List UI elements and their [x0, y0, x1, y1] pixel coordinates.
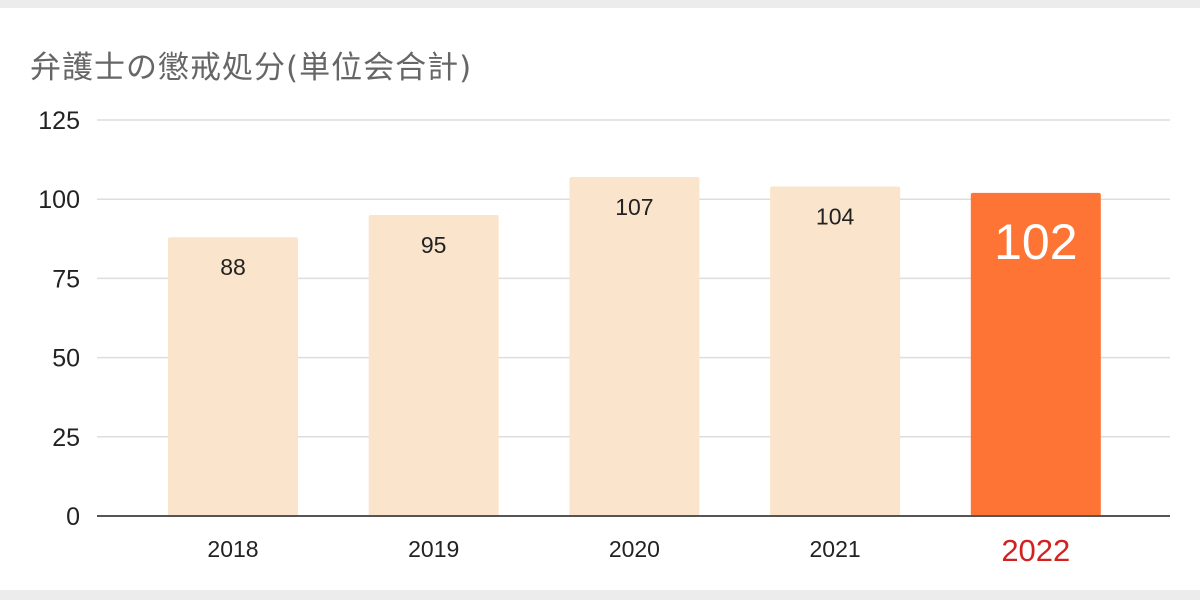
bar-2018 — [168, 237, 298, 516]
y-tick-label: 125 — [38, 107, 80, 135]
data-label-2021: 104 — [816, 204, 855, 230]
data-label-2018: 88 — [220, 254, 246, 280]
y-tick-label: 25 — [52, 424, 80, 452]
bar-2019 — [368, 215, 499, 517]
bar-2022 — [970, 192, 1101, 516]
chart-title: 弁護士の懲戒処分(単位会合計) — [30, 50, 473, 86]
x-tick-label-2020: 2020 — [609, 536, 660, 562]
data-label-2019: 95 — [421, 232, 447, 258]
bar-2020 — [569, 177, 700, 517]
data-label-2022: 102 — [994, 214, 1077, 270]
y-tick-label: 75 — [52, 265, 80, 293]
y-tick-label: 100 — [38, 186, 80, 214]
y-tick-label: 0 — [66, 503, 80, 531]
bar-2021 — [770, 186, 901, 516]
data-label-2020: 107 — [615, 194, 653, 220]
x-tick-label-2021: 2021 — [810, 536, 861, 562]
x-tick-label-2018: 2018 — [207, 536, 258, 562]
y-tick-label: 50 — [52, 345, 80, 373]
x-tick-label-2022: 2022 — [1001, 533, 1070, 568]
x-tick-label-2019: 2019 — [408, 536, 459, 562]
